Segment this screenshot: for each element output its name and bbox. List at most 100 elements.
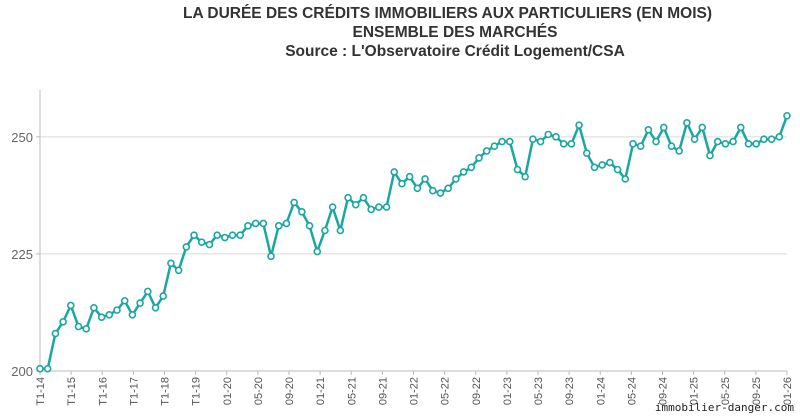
x-tick-label: T1-16 bbox=[97, 377, 109, 406]
data-point bbox=[382, 203, 391, 211]
data-point bbox=[629, 140, 637, 148]
data-point bbox=[282, 219, 291, 228]
data-point bbox=[51, 329, 60, 338]
data-point bbox=[659, 123, 668, 132]
data-point bbox=[128, 310, 137, 319]
x-tick-label: 01-24 bbox=[595, 377, 607, 405]
data-point bbox=[621, 175, 630, 183]
data-point bbox=[444, 184, 452, 193]
data-point bbox=[767, 135, 776, 143]
data-point bbox=[783, 111, 791, 120]
data-point bbox=[190, 231, 198, 239]
data-point bbox=[775, 133, 784, 141]
data-point bbox=[136, 299, 144, 307]
data-point bbox=[582, 149, 591, 158]
x-tick-label: 05-25 bbox=[720, 377, 732, 405]
x-tick-label: 05-23 bbox=[533, 377, 545, 405]
data-point bbox=[67, 301, 75, 310]
data-point bbox=[459, 168, 468, 176]
data-point bbox=[74, 322, 83, 331]
x-tick-label: 09-23 bbox=[564, 377, 576, 405]
data-point bbox=[575, 121, 583, 129]
x-tick-label: 01-22 bbox=[409, 377, 421, 405]
data-point bbox=[174, 266, 183, 275]
x-tick-label: T1-17 bbox=[128, 377, 140, 406]
data-point bbox=[644, 126, 653, 134]
data-point bbox=[536, 137, 545, 146]
data-point bbox=[713, 137, 722, 146]
data-point bbox=[274, 222, 283, 230]
data-point bbox=[321, 226, 329, 235]
data-point bbox=[359, 193, 368, 202]
data-point bbox=[683, 118, 691, 127]
x-tick-label: 05-21 bbox=[346, 377, 358, 405]
x-tick-label: 09-21 bbox=[377, 377, 389, 405]
grid-lines bbox=[40, 136, 787, 255]
data-point bbox=[652, 137, 660, 146]
data-point bbox=[113, 306, 121, 314]
x-tick-label: 01-23 bbox=[502, 377, 514, 405]
data-point bbox=[328, 203, 337, 211]
data-point bbox=[744, 140, 753, 148]
data-point bbox=[259, 219, 268, 228]
y-tick-labels: 200 225 250 bbox=[11, 130, 33, 379]
data-point bbox=[59, 318, 67, 326]
data-point bbox=[197, 238, 206, 247]
y-tick-label-200: 200 bbox=[11, 364, 33, 379]
y-tick-label-250: 250 bbox=[11, 130, 33, 145]
data-point bbox=[159, 292, 168, 300]
data-point bbox=[559, 140, 568, 148]
x-tick-label: 01-20 bbox=[222, 377, 234, 405]
title-block: LA DURÉE DES CRÉDITS IMMOBILIERS AUX PAR… bbox=[0, 4, 800, 61]
data-point bbox=[313, 247, 322, 256]
data-point bbox=[490, 142, 499, 150]
data-point bbox=[613, 165, 622, 174]
watermark: immobilier-danger.com bbox=[654, 401, 794, 414]
data-point bbox=[398, 179, 406, 188]
data-point bbox=[97, 313, 106, 321]
data-point bbox=[636, 142, 645, 150]
data-point bbox=[529, 135, 537, 143]
axes bbox=[36, 90, 788, 375]
x-tick-label: 09-20 bbox=[284, 377, 296, 405]
x-tick-label: 09-22 bbox=[471, 377, 483, 405]
x-tick-label: 01-25 bbox=[689, 377, 701, 405]
data-point bbox=[598, 161, 606, 169]
data-point bbox=[221, 233, 229, 242]
data-point bbox=[590, 163, 599, 172]
data-point bbox=[475, 154, 483, 162]
data-point bbox=[521, 172, 529, 181]
data-point bbox=[721, 140, 730, 148]
data-point bbox=[567, 140, 576, 148]
data-point bbox=[452, 175, 460, 183]
data-point bbox=[421, 175, 429, 183]
data-point bbox=[413, 184, 422, 193]
chart-title: LA DURÉE DES CRÉDITS IMMOBILIERS AUX PAR… bbox=[182, 5, 713, 22]
data-point bbox=[498, 137, 506, 146]
x-tick-label: 09-24 bbox=[658, 377, 670, 405]
data-point bbox=[290, 198, 298, 207]
data-point bbox=[698, 123, 707, 132]
data-point bbox=[144, 287, 152, 296]
data-point bbox=[82, 325, 91, 333]
data-point bbox=[167, 259, 175, 268]
data-point bbox=[752, 140, 760, 148]
data-point bbox=[729, 137, 737, 146]
data-point bbox=[305, 222, 314, 230]
data-point bbox=[544, 130, 553, 139]
data-point bbox=[43, 364, 52, 373]
data-point bbox=[251, 219, 260, 228]
data-point bbox=[236, 231, 245, 239]
data-point bbox=[267, 252, 275, 261]
series-duration bbox=[36, 111, 791, 373]
data-point bbox=[690, 135, 699, 143]
data-point bbox=[105, 310, 114, 319]
x-tick-label: 09-25 bbox=[751, 377, 763, 405]
data-point bbox=[760, 135, 768, 143]
data-point bbox=[205, 240, 214, 249]
data-point bbox=[182, 243, 191, 251]
y-tick-label-225: 225 bbox=[11, 247, 33, 262]
data-point bbox=[344, 193, 352, 202]
x-tick-label: 01-21 bbox=[315, 377, 327, 405]
data-point bbox=[436, 189, 445, 197]
